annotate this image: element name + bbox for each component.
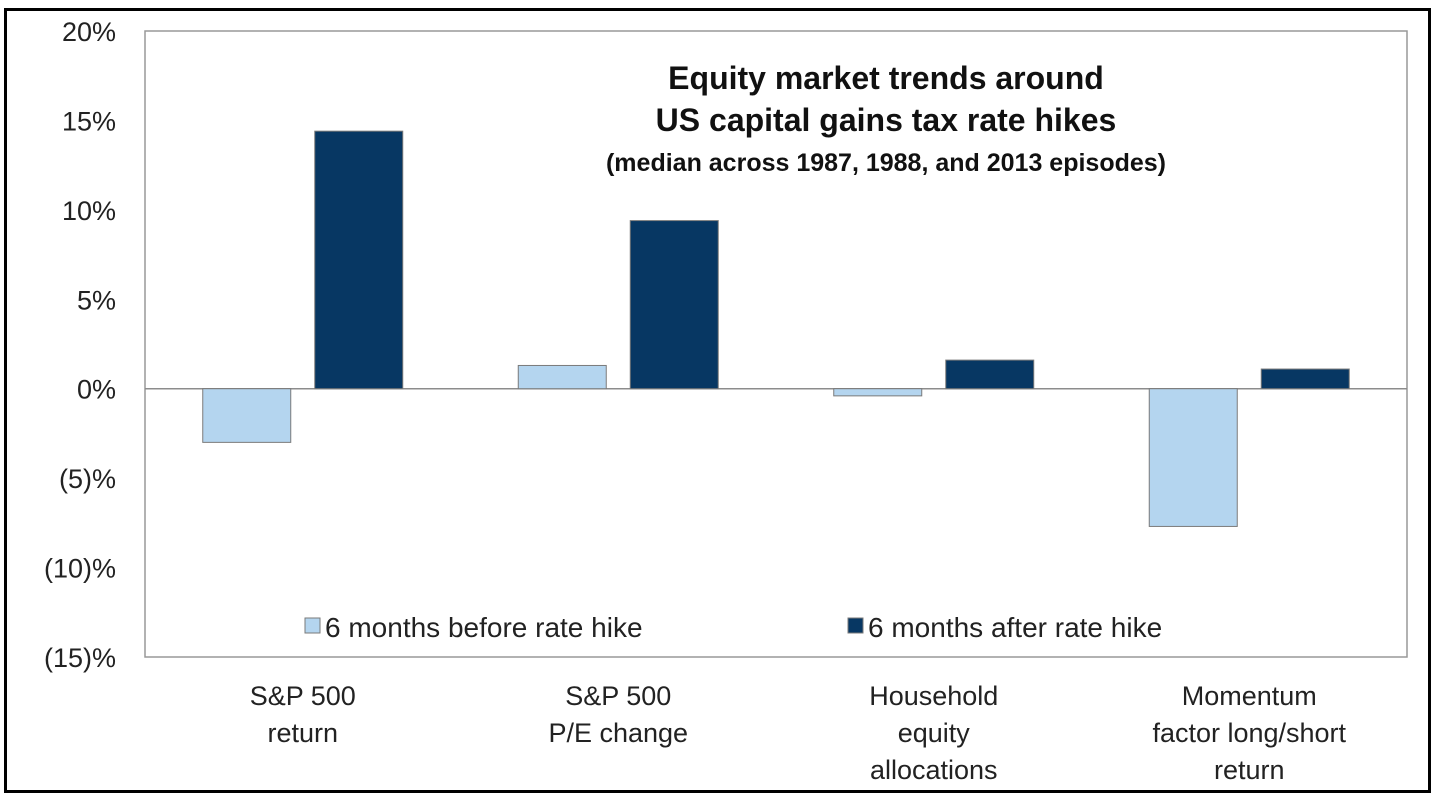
bar-after-4 — [1260, 368, 1350, 390]
category-label: allocations — [870, 755, 998, 785]
chart-title-line-1: Equity market trends around — [668, 60, 1104, 96]
bar-before-1 — [202, 388, 292, 443]
category-label: Household — [869, 681, 998, 711]
category-label: return — [1214, 755, 1285, 785]
y-tick-label: (15)% — [44, 643, 116, 673]
bar-after-3 — [945, 359, 1035, 390]
y-tick-label: 0% — [77, 375, 116, 405]
legend-label-before: 6 months before rate hike — [325, 612, 643, 643]
bar-before-3 — [833, 388, 923, 397]
bars-group — [202, 130, 1350, 527]
category-label: S&P 500 — [250, 681, 356, 711]
y-tick-label: 5% — [77, 285, 116, 315]
plot-area — [144, 30, 1408, 658]
category-label: Momentum — [1182, 681, 1317, 711]
category-label: factor long/short — [1152, 718, 1346, 748]
y-tick-label: (10)% — [44, 554, 116, 584]
y-tick-label: 20% — [62, 17, 116, 47]
y-axis: 20% 15% 10% 5% 0% (5)% (10)% (15)% — [44, 17, 116, 673]
x-axis-categories: S&P 500 return S&P 500 P/E change Household e… — [250, 681, 1347, 785]
legend-swatch-after — [847, 617, 864, 634]
legend: 6 months before rate hike 6 months after … — [304, 612, 1162, 643]
category-label: equity — [898, 718, 971, 748]
category-label: P/E change — [548, 718, 688, 748]
y-tick-label: 15% — [62, 106, 116, 136]
chart-title-line-2: US capital gains tax rate hikes — [656, 102, 1117, 138]
bar-before-2 — [517, 364, 607, 390]
bar-after-2 — [629, 220, 719, 390]
category-label: S&P 500 — [565, 681, 671, 711]
bar-after-1 — [314, 130, 404, 390]
y-tick-label: (5)% — [59, 464, 116, 494]
y-tick-label: 10% — [62, 196, 116, 226]
legend-label-after: 6 months after rate hike — [868, 612, 1162, 643]
bar-before-4 — [1148, 388, 1238, 527]
legend-swatch-before — [304, 617, 321, 634]
chart-subtitle: (median across 1987, 1988, and 2013 epis… — [606, 149, 1166, 177]
category-label: return — [267, 718, 338, 748]
